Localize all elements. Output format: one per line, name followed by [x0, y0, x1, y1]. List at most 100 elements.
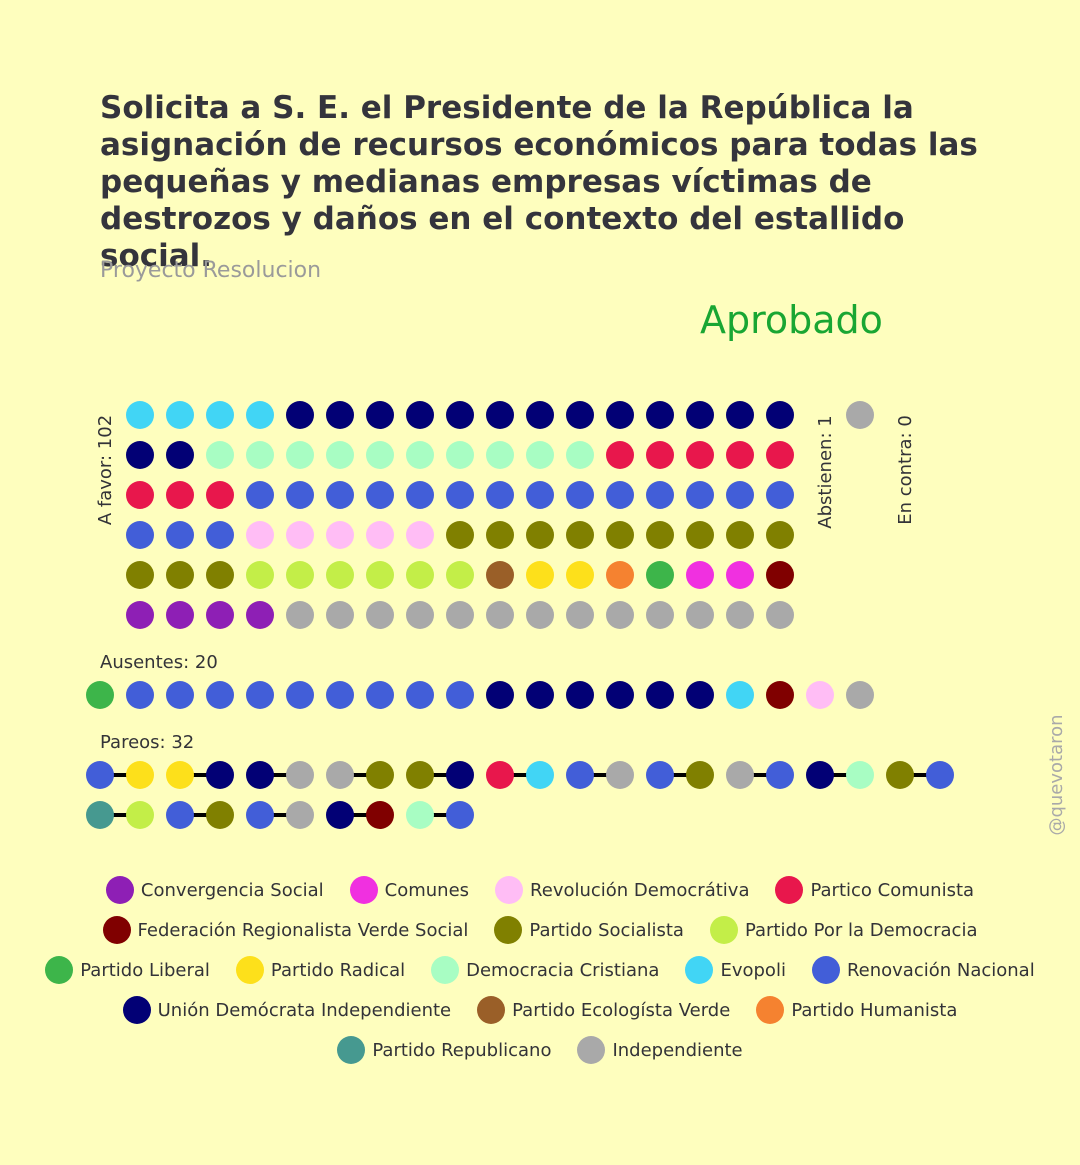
pareo-dot: [286, 801, 314, 829]
a-favor-vote-dot: [326, 481, 354, 509]
a-favor-vote-dot: [166, 601, 194, 629]
a-favor-vote-dot: [526, 601, 554, 629]
legend-swatch: [349, 876, 378, 904]
a-favor-vote-dot: [126, 481, 154, 509]
legend-label: Partido Ecologísta Verde: [512, 999, 731, 1021]
a-favor-vote-dot: [766, 521, 794, 549]
legend-item: Democracia Cristiana: [431, 956, 659, 984]
a-favor-group: [126, 401, 794, 629]
a-favor-vote-dot: [166, 481, 194, 509]
a-favor-vote-dot: [286, 521, 314, 549]
ausentes-dot: [326, 681, 354, 709]
legend-item: Renovación Nacional: [811, 956, 1035, 984]
a-favor-vote-dot: [286, 481, 314, 509]
ausentes-dot: [486, 681, 514, 709]
a-favor-vote-dot: [326, 401, 354, 429]
a-favor-vote-dot: [526, 481, 554, 509]
pareo-dot: [206, 801, 234, 829]
a-favor-vote-dot: [286, 561, 314, 589]
a-favor-vote-dot: [566, 561, 594, 589]
legend-swatch: [102, 916, 131, 944]
legend-label: Convergencia Social: [140, 879, 324, 901]
a-favor-vote-dot: [406, 481, 434, 509]
a-favor-vote-dot: [246, 441, 274, 469]
legend-swatch: [122, 996, 151, 1024]
a-favor-vote-dot: [606, 601, 634, 629]
a-favor-vote-dot: [446, 401, 474, 429]
pareo-dot: [126, 761, 154, 789]
legend-label: Federación Regionalista Verde Social: [137, 919, 469, 941]
ausentes-label: Ausentes: 20: [100, 652, 218, 673]
a-favor-vote-dot: [646, 441, 674, 469]
pareo-dot: [326, 801, 354, 829]
legend-label: Renovación Nacional: [846, 959, 1035, 981]
a-favor-vote-dot: [366, 601, 394, 629]
pareo-dot: [366, 801, 394, 829]
legend-label: Unión Demócrata Independiente: [157, 999, 452, 1021]
a-favor-vote-dot: [446, 561, 474, 589]
a-favor-vote-dot: [566, 401, 594, 429]
a-favor-vote-dot: [446, 481, 474, 509]
legend-swatch: [477, 996, 506, 1024]
a-favor-vote-dot: [686, 401, 714, 429]
ausentes-dot: [646, 681, 674, 709]
a-favor-vote-dot: [366, 561, 394, 589]
abstienen-label: Abstienen: 1: [815, 415, 836, 528]
legend-item: Revolución Democrátiva: [495, 876, 749, 904]
legend-item: Convergencia Social: [105, 876, 324, 904]
pareo-dot: [486, 761, 514, 789]
a-favor-vote-dot: [766, 561, 794, 589]
pareo-dot: [646, 761, 674, 789]
ausentes-group: [86, 681, 874, 709]
a-favor-vote-dot: [486, 401, 514, 429]
pareo-dot: [166, 801, 194, 829]
a-favor-vote-dot: [286, 601, 314, 629]
ausentes-dot: [726, 681, 754, 709]
vote-chart: A favor: 102 Abstienen: 1 En contra: 0 A…: [86, 401, 1067, 836]
a-favor-vote-dot: [686, 481, 714, 509]
a-favor-label: A favor: 102: [95, 415, 116, 525]
ausentes-dot: [406, 681, 434, 709]
a-favor-vote-dot: [366, 521, 394, 549]
legend-swatch: [577, 1036, 606, 1064]
a-favor-vote-dot: [166, 401, 194, 429]
pareo-dot: [566, 761, 594, 789]
legend-label: Independiente: [612, 1039, 743, 1061]
ausentes-dot: [206, 681, 234, 709]
legend-label: Revolución Democrátiva: [530, 879, 750, 901]
abstienen-vote-dot: [846, 401, 874, 429]
legend-item: Unión Demócrata Independiente: [122, 996, 452, 1024]
pareo-dot: [926, 761, 954, 789]
a-favor-vote-dot: [366, 481, 394, 509]
a-favor-vote-dot: [646, 401, 674, 429]
a-favor-vote-dot: [526, 561, 554, 589]
legend-label: Evopoli: [720, 959, 786, 981]
a-favor-vote-dot: [206, 521, 234, 549]
ausentes-dot: [446, 681, 474, 709]
legend-item: Comunes: [349, 876, 469, 904]
ausentes-dot: [86, 681, 114, 709]
a-favor-vote-dot: [246, 481, 274, 509]
ausentes-dot: [566, 681, 594, 709]
legend-label: Partido Republicano: [372, 1039, 552, 1061]
pareo-dot: [686, 761, 714, 789]
pareo-dot: [446, 761, 474, 789]
a-favor-vote-dot: [286, 401, 314, 429]
chart-subtitle: Proyecto Resolucion: [100, 258, 322, 283]
a-favor-vote-dot: [126, 441, 154, 469]
legend-item: Evopoli: [685, 956, 786, 984]
legend-swatch: [337, 1036, 366, 1064]
legend-swatch: [775, 876, 804, 904]
pareo-dot: [886, 761, 914, 789]
a-favor-vote-dot: [446, 521, 474, 549]
pareo-dot: [86, 761, 114, 789]
pareo-dot: [446, 801, 474, 829]
ausentes-dot: [806, 681, 834, 709]
a-favor-vote-dot: [566, 441, 594, 469]
pareo-dot: [606, 761, 634, 789]
a-favor-vote-dot: [486, 441, 514, 469]
a-favor-vote-dot: [126, 601, 154, 629]
a-favor-vote-dot: [286, 441, 314, 469]
pareo-dot: [206, 761, 234, 789]
pareo-dot: [846, 761, 874, 789]
